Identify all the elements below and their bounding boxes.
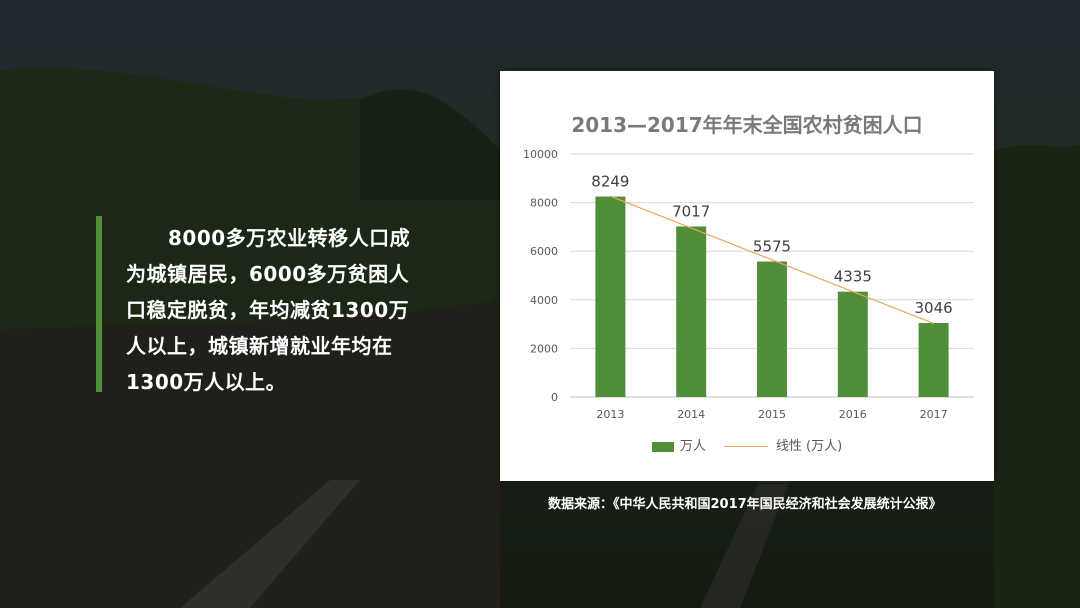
trend-line [610, 195, 934, 325]
quote-text: 8000多万农业转移人口成为城镇居民，6000多万贫困人口稳定脱贫，年均减贫13… [126, 226, 411, 394]
bar [837, 291, 868, 397]
poverty-bar-chart: 0 2000 4000 6000 8000 10000 8249 2013 7017 2014 55… [523, 148, 974, 421]
data-label: 5575 [753, 238, 791, 256]
x-tick-label: 2015 [758, 408, 786, 421]
y-tick-label: 10000 [523, 148, 558, 161]
bar [676, 226, 707, 397]
data-label: 8249 [591, 173, 629, 191]
bar [595, 196, 626, 397]
y-tick-label: 6000 [530, 245, 558, 258]
y-tick-label: 0 [551, 391, 558, 404]
legend-trend-swatch [723, 446, 768, 447]
chart-legend: 万人 线性 (万人) [500, 435, 994, 454]
x-tick-label: 2017 [920, 408, 948, 421]
y-tick-label: 4000 [530, 294, 558, 307]
y-tick-label: 2000 [530, 342, 558, 355]
data-label: 3046 [915, 299, 953, 317]
legend-bar-label: 万人 [679, 439, 706, 454]
y-tick-label: 8000 [530, 197, 558, 210]
legend-trend-label: 线性 (万人) [775, 439, 843, 454]
legend-bar-swatch [651, 441, 674, 452]
chart-title: 2013—2017年年末全国农村贫困人口 [571, 113, 923, 137]
chart-panel: 0 2000 4000 6000 8000 10000 8249 2013 7017 2014 55… [500, 71, 994, 481]
x-tick-label: 2013 [596, 408, 624, 421]
x-tick-label: 2014 [677, 408, 705, 421]
x-tick-label: 2016 [839, 408, 867, 421]
bar [757, 261, 787, 397]
quote-accent-bar [96, 216, 102, 392]
data-label: 7017 [672, 202, 710, 220]
bar [918, 322, 949, 397]
data-source-note: 数据来源：《中华人民共和国2017年国民经济和社会发展统计公报》 [548, 497, 942, 512]
data-label: 4335 [834, 268, 872, 286]
